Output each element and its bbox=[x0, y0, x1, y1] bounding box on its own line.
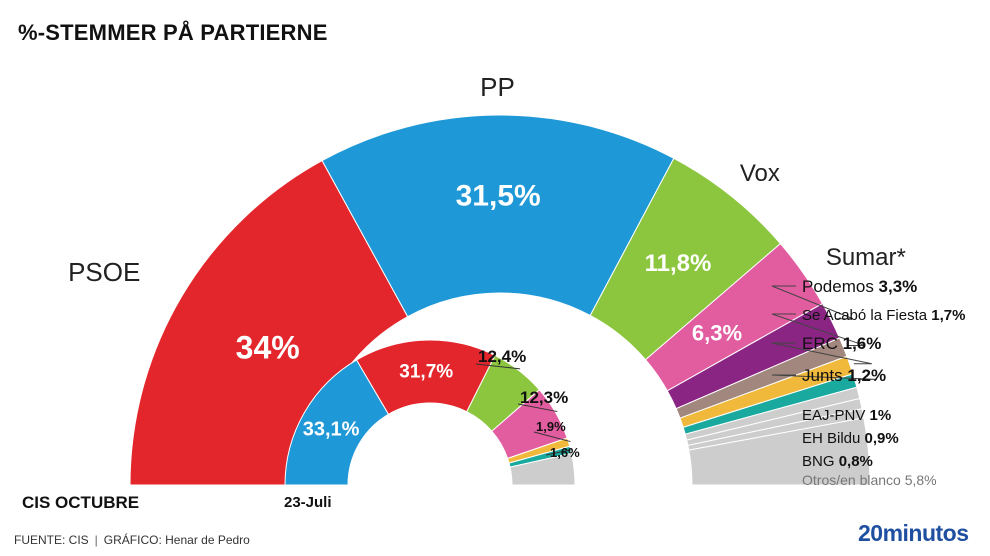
legend-item-se-acab-la-fiesta: Se Acabó la Fiesta 1,7% bbox=[802, 307, 965, 324]
outer-value-sumar: 6,3% bbox=[692, 321, 742, 346]
legend-item-junts: Junts 1,2% bbox=[802, 366, 886, 385]
legend-leader-podemos bbox=[771, 285, 854, 320]
legend-name-eaj-pnv: EAJ-PNV bbox=[802, 407, 870, 424]
legend-item-podemos: Podemos 3,3% bbox=[802, 277, 917, 296]
outer-slice-pp bbox=[321, 114, 675, 318]
legend-item-eh-bildu: EH Bildu 0,9% bbox=[802, 430, 899, 447]
legend-value-eaj-pnv: 1% bbox=[870, 407, 892, 424]
small-party-legend: Podemos 3,3% Se Acabó la Fiesta 1,7% ERC 1… bbox=[771, 277, 965, 488]
inner-ring-chart bbox=[284, 339, 576, 486]
inner-value-psoe: 31,7% bbox=[399, 362, 453, 383]
inner-chart-caption: 23-Juli bbox=[284, 494, 332, 511]
legend-name-se-acab-la-fiesta: Se Acabó la Fiesta bbox=[802, 307, 931, 324]
legend-item-eaj-pnv: EAJ-PNV 1% bbox=[802, 407, 891, 424]
legend-item-erc: ERC 1,6% bbox=[802, 334, 881, 353]
inner-value-vox: 12,4% bbox=[478, 347, 526, 366]
legend-value-podemos: 3,3% bbox=[879, 277, 918, 296]
legend-item-otros-en-blanco: Otros/en blanco 5,8% bbox=[802, 472, 937, 488]
outer-ring-chart bbox=[129, 114, 871, 486]
footer-separator: | bbox=[94, 533, 98, 547]
inner-ring-labels: 33,1% 31,7% 12,4% 12,3% 1,9% 1,6% bbox=[303, 347, 580, 460]
graphic-credit: GRÁFICO: Henar de Pedro bbox=[103, 533, 250, 547]
brand-logo: 20minutos bbox=[858, 520, 969, 546]
page-title: %-STEMMER PÅ PARTIERNE bbox=[18, 20, 328, 45]
outer-value-psoe: 34% bbox=[236, 330, 300, 366]
outer-name-sumar: Sumar* bbox=[826, 244, 906, 271]
legend-value-bng: 0,8% bbox=[839, 453, 873, 470]
source-text: FUENTE: CIS bbox=[14, 533, 89, 547]
legend-name-junts: Junts bbox=[802, 366, 847, 385]
inner-leader-sumar bbox=[517, 403, 558, 413]
inner-value-pp: 33,1% bbox=[303, 418, 360, 440]
outer-value-vox: 11,8% bbox=[645, 250, 712, 277]
outer-ring-labels: 34% 31,5% 11,8% 6,3% PSOE PP Vox Sumar* bbox=[68, 72, 906, 366]
legend-item-bng: BNG 0,8% bbox=[802, 453, 873, 470]
inner-leader-junts bbox=[545, 448, 573, 456]
legend-name-erc: ERC bbox=[802, 334, 843, 353]
legend-name-bng: BNG bbox=[802, 453, 839, 470]
outer-chart-caption: CIS OCTUBRE bbox=[22, 493, 140, 512]
outer-name-vox: Vox bbox=[740, 160, 780, 187]
outer-value-pp: 31,5% bbox=[456, 180, 541, 213]
legend-leader-erc bbox=[771, 342, 872, 365]
legend-value-junts: 1,2% bbox=[847, 366, 886, 385]
outer-name-psoe: PSOE bbox=[68, 257, 140, 287]
inner-value-erc: 1,9% bbox=[536, 419, 566, 434]
legend-value-eh-bildu: 0,9% bbox=[865, 430, 899, 447]
legend-value-erc: 1,6% bbox=[843, 334, 882, 353]
inner-leader-erc bbox=[533, 431, 571, 443]
inner-slice-otros bbox=[509, 452, 576, 486]
inner-value-sumar: 12,3% bbox=[520, 388, 568, 407]
legend-name-eh-bildu: EH Bildu bbox=[802, 430, 865, 447]
legend-leader-junts bbox=[771, 374, 877, 380]
footer-credits: FUENTE: CIS | GRÁFICO: Henar de Pedro bbox=[14, 533, 250, 547]
inner-value-junts: 1,6% bbox=[550, 445, 580, 460]
inner-leader-vox bbox=[475, 363, 521, 370]
outer-slice-otros-en-blanco bbox=[688, 417, 871, 486]
legend-name-podemos: Podemos bbox=[802, 277, 879, 296]
outer-name-pp: PP bbox=[480, 72, 515, 102]
legend-value-se-acab-la-fiesta: 1,7% bbox=[931, 307, 965, 324]
legend-leader-se-acab-la-fiesta bbox=[771, 313, 866, 347]
